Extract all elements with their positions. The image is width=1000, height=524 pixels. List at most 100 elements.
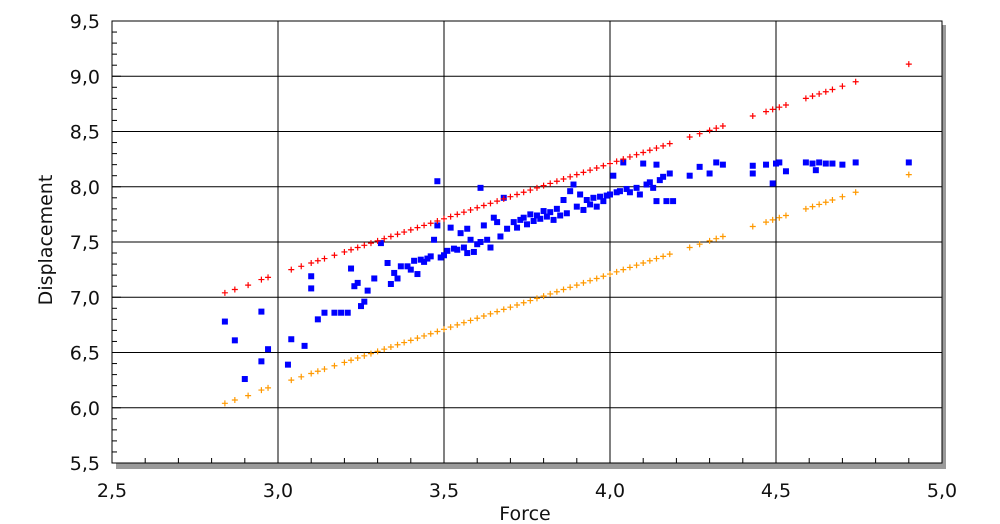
data-point-square <box>331 309 338 316</box>
data-point-plus <box>474 315 481 322</box>
data-point-plus <box>514 191 521 198</box>
data-point-plus <box>533 184 540 191</box>
data-point-square <box>265 346 272 353</box>
data-point-square <box>504 225 511 232</box>
data-point-plus <box>527 187 534 194</box>
data-point-square <box>477 184 484 191</box>
data-point-square <box>686 172 693 179</box>
data-point-square <box>351 283 358 290</box>
data-point-square <box>467 236 474 243</box>
data-point-plus <box>666 251 673 258</box>
data-point-square <box>666 170 673 177</box>
data-point-plus <box>553 288 560 295</box>
data-point-plus <box>580 169 587 176</box>
data-point-plus <box>547 290 554 297</box>
data-point-square <box>241 376 248 383</box>
data-point-plus <box>258 276 265 283</box>
data-point-plus <box>308 259 315 266</box>
data-point-plus <box>427 220 434 227</box>
data-point-plus <box>587 167 594 174</box>
data-point-plus <box>593 275 600 282</box>
axis-ticks <box>111 20 943 464</box>
data-point-square <box>434 222 441 229</box>
data-point-plus <box>646 147 653 154</box>
y-tick-label: 7,5 <box>70 232 100 254</box>
data-point-plus <box>776 214 783 221</box>
data-point-plus <box>231 286 238 293</box>
data-point-plus <box>414 335 421 342</box>
data-point-plus <box>447 324 454 331</box>
data-point-square <box>258 358 265 365</box>
data-point-square <box>719 161 726 168</box>
data-point-square <box>563 210 570 217</box>
data-point-square <box>414 271 421 278</box>
data-point-plus <box>626 153 633 160</box>
data-point-plus <box>507 304 514 311</box>
data-point-plus <box>348 246 355 253</box>
data-point-plus <box>331 362 338 369</box>
data-point-square <box>600 198 607 205</box>
data-point-plus <box>520 189 527 196</box>
data-point-square <box>480 222 487 229</box>
data-point-plus <box>633 151 640 158</box>
data-point-plus <box>839 83 846 90</box>
data-point-plus <box>265 384 272 391</box>
data-point-square <box>288 336 295 343</box>
data-point-plus <box>507 193 514 200</box>
data-point-plus <box>480 313 487 320</box>
data-point-square <box>540 208 547 215</box>
data-point-square <box>656 177 663 184</box>
data-point-plus <box>401 339 408 346</box>
data-point-square <box>417 256 424 263</box>
data-point-square <box>520 214 527 221</box>
data-point-plus <box>527 297 534 304</box>
data-point-square <box>816 159 823 166</box>
data-point-square <box>344 309 351 316</box>
data-point-plus <box>387 233 394 240</box>
data-point-plus <box>600 273 607 280</box>
series-0 <box>221 159 912 383</box>
data-point-plus <box>361 352 368 359</box>
data-point-plus <box>706 127 713 134</box>
data-point-plus <box>381 235 388 242</box>
data-point-plus <box>620 266 627 273</box>
data-point-plus <box>696 241 703 248</box>
data-point-square <box>773 160 779 167</box>
data-point-square <box>407 266 414 273</box>
data-point-plus <box>666 140 673 147</box>
data-point-square <box>616 188 623 195</box>
data-point-plus <box>467 317 474 324</box>
data-point-square <box>706 170 713 177</box>
data-point-plus <box>348 357 355 364</box>
data-point-plus <box>660 253 667 260</box>
data-point-square <box>434 178 441 185</box>
data-point-plus <box>686 244 693 251</box>
data-point-square <box>763 161 770 168</box>
data-point-plus <box>839 193 846 200</box>
data-point-square <box>607 191 613 198</box>
data-point-plus <box>298 373 305 380</box>
data-point-square <box>397 263 404 270</box>
data-point-plus <box>706 237 713 244</box>
data-point-plus <box>387 343 394 350</box>
data-point-square <box>713 159 720 166</box>
data-point-plus <box>613 268 620 275</box>
data-point-plus <box>567 173 574 180</box>
data-point-square <box>411 257 418 264</box>
data-point-plus <box>341 248 348 255</box>
data-point-square <box>444 247 451 254</box>
data-point-square <box>533 212 540 219</box>
data-point-plus <box>245 282 252 289</box>
x-tick-label: 4,0 <box>595 480 625 502</box>
data-point-plus <box>686 134 693 141</box>
data-point-square <box>387 280 394 287</box>
series-2 <box>221 171 912 407</box>
data-point-square <box>421 258 428 265</box>
data-point-square <box>524 221 530 228</box>
data-point-plus <box>520 299 527 306</box>
data-point-square <box>474 241 481 248</box>
data-point-plus <box>298 263 305 270</box>
data-point-plus <box>407 337 414 344</box>
data-point-square <box>812 167 819 174</box>
data-point-square <box>590 194 597 201</box>
